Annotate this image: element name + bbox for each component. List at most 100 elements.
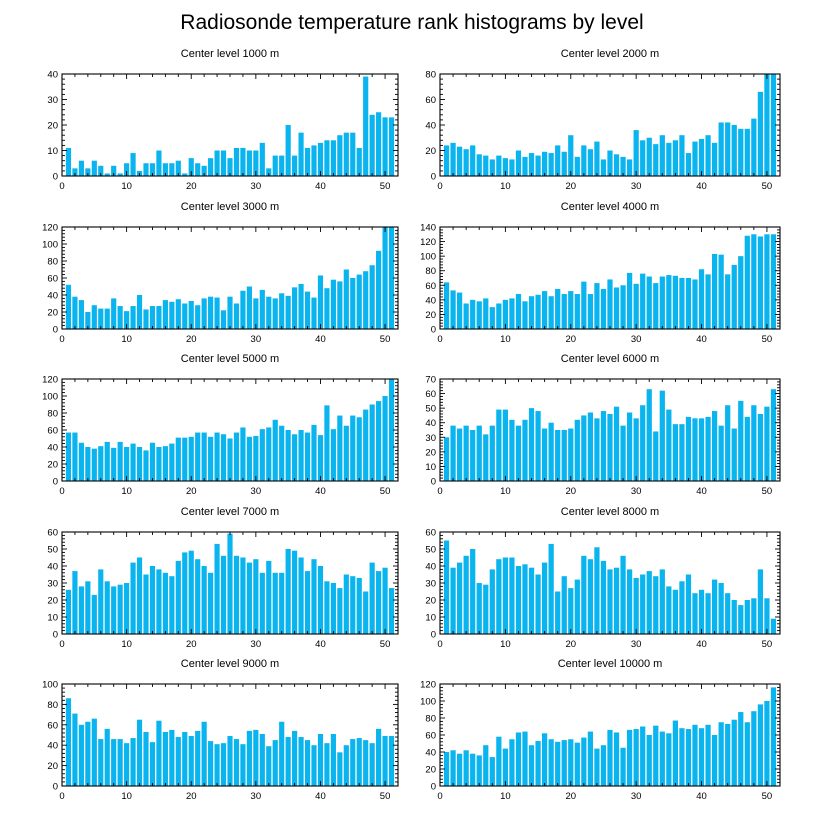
bar bbox=[350, 415, 356, 481]
bar bbox=[111, 298, 117, 329]
bar bbox=[208, 572, 214, 634]
x-tick-label: 0 bbox=[437, 181, 442, 192]
bar bbox=[640, 574, 646, 634]
x-tick-label: 10 bbox=[500, 486, 511, 497]
bar bbox=[78, 160, 84, 176]
bar bbox=[607, 279, 613, 329]
bar bbox=[666, 275, 672, 329]
panel-title: Center level 1000 m bbox=[181, 48, 279, 60]
bar bbox=[363, 740, 369, 786]
x-tick-label: 50 bbox=[380, 486, 391, 497]
x-tick-label: 10 bbox=[500, 181, 511, 192]
bar bbox=[705, 593, 711, 634]
y-tick-label: 60 bbox=[47, 274, 58, 285]
bar bbox=[489, 159, 495, 176]
bar bbox=[156, 447, 162, 481]
bar bbox=[581, 737, 587, 786]
bar bbox=[117, 173, 123, 176]
y-tick-label: 120 bbox=[42, 375, 58, 386]
bar bbox=[731, 428, 737, 481]
bar bbox=[470, 753, 476, 786]
bar bbox=[528, 567, 535, 634]
y-tick-label: 140 bbox=[420, 223, 436, 234]
bar bbox=[757, 704, 763, 786]
bar bbox=[568, 739, 574, 786]
bar bbox=[679, 278, 685, 329]
bar bbox=[253, 559, 259, 634]
x-tick-label: 50 bbox=[762, 639, 773, 650]
x-tick-label: 20 bbox=[186, 791, 197, 802]
bar bbox=[692, 724, 698, 786]
bar bbox=[542, 151, 548, 176]
bar bbox=[388, 117, 395, 176]
bar bbox=[240, 557, 246, 634]
bar bbox=[259, 733, 265, 786]
bar bbox=[259, 289, 265, 329]
bar bbox=[266, 296, 272, 329]
bar bbox=[581, 555, 587, 634]
bar bbox=[156, 569, 162, 634]
y-tick-label: 50 bbox=[425, 404, 436, 415]
bar bbox=[738, 256, 744, 329]
bar bbox=[757, 91, 763, 176]
bar bbox=[156, 306, 162, 329]
bar bbox=[627, 569, 633, 634]
bar bbox=[653, 283, 659, 329]
bar bbox=[143, 574, 149, 634]
y-tick-label: 30 bbox=[425, 579, 436, 590]
bar bbox=[574, 419, 580, 481]
bar bbox=[388, 379, 395, 481]
bar bbox=[731, 264, 737, 329]
bar bbox=[324, 743, 330, 786]
x-tick-label: 0 bbox=[59, 486, 64, 497]
x-tick-label: 40 bbox=[696, 639, 707, 650]
bar bbox=[149, 742, 156, 786]
bar bbox=[149, 566, 156, 634]
bar bbox=[266, 746, 272, 786]
bar bbox=[175, 299, 181, 329]
x-tick-label: 40 bbox=[696, 181, 707, 192]
bar bbox=[246, 150, 252, 176]
bar bbox=[272, 572, 278, 634]
bar bbox=[646, 735, 652, 786]
bar bbox=[149, 163, 156, 176]
bar bbox=[292, 155, 298, 176]
y-tick-label: 100 bbox=[420, 252, 436, 263]
bar bbox=[233, 147, 240, 176]
bar bbox=[162, 731, 168, 786]
bar bbox=[725, 122, 731, 176]
bar bbox=[214, 432, 220, 481]
bar bbox=[220, 434, 227, 481]
bar bbox=[627, 412, 633, 481]
bar bbox=[496, 409, 502, 481]
bar bbox=[718, 583, 724, 634]
bar bbox=[757, 236, 763, 329]
bar bbox=[509, 159, 515, 176]
bar bbox=[764, 406, 770, 481]
bar bbox=[555, 430, 561, 481]
bar bbox=[542, 428, 548, 481]
bar bbox=[587, 412, 593, 481]
bar bbox=[124, 447, 130, 481]
bar bbox=[169, 301, 175, 329]
bar bbox=[279, 293, 285, 329]
bar bbox=[587, 149, 593, 176]
bar bbox=[535, 740, 541, 786]
bar bbox=[195, 163, 201, 176]
bar bbox=[548, 153, 554, 176]
y-tick-label: 40 bbox=[425, 748, 436, 759]
bar bbox=[515, 732, 522, 786]
bar bbox=[666, 733, 672, 786]
bar bbox=[350, 132, 356, 176]
bar bbox=[633, 577, 639, 634]
bar bbox=[304, 571, 311, 634]
bar bbox=[502, 748, 508, 786]
bar bbox=[169, 729, 175, 786]
bar bbox=[528, 408, 535, 481]
bar bbox=[98, 569, 104, 634]
bar bbox=[124, 163, 130, 176]
bar bbox=[85, 447, 91, 481]
y-tick-label: 40 bbox=[425, 418, 436, 429]
bar bbox=[143, 731, 149, 786]
bar bbox=[233, 303, 240, 329]
